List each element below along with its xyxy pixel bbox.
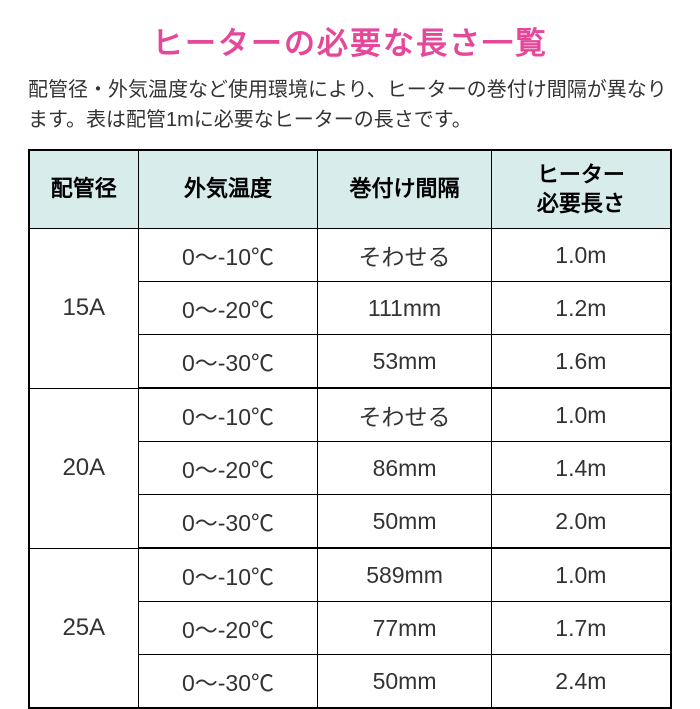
cell-temp: 0〜-30℃ (138, 495, 318, 549)
table-row: 20A 0〜-10℃ そわせる 1.0m (29, 388, 671, 442)
cell-length: 2.0m (491, 495, 671, 549)
cell-length: 1.7m (491, 602, 671, 655)
header-interval: 巻付け間隔 (318, 150, 491, 229)
heater-length-table: 配管径 外気温度 巻付け間隔 ヒーター必要長さ 15A 0〜-10℃ そわせる … (28, 149, 672, 709)
table-row: 15A 0〜-10℃ そわせる 1.0m (29, 229, 671, 282)
cell-interval: 50mm (318, 495, 491, 549)
cell-interval: 77mm (318, 602, 491, 655)
cell-temp: 0〜-20℃ (138, 442, 318, 495)
header-temperature: 外気温度 (138, 150, 318, 229)
header-length: ヒーター必要長さ (491, 150, 671, 229)
table-row: 25A 0〜-10℃ 589mm 1.0m (29, 548, 671, 602)
cell-length: 2.4m (491, 655, 671, 709)
cell-interval: 50mm (318, 655, 491, 709)
cell-length: 1.4m (491, 442, 671, 495)
cell-length: 1.6m (491, 335, 671, 389)
description-text: 配管径・外気温度など使用環境により、ヒーターの巻付け間隔が異なります。表は配管1… (28, 75, 672, 135)
cell-temp: 0〜-10℃ (138, 229, 318, 282)
cell-temp: 0〜-30℃ (138, 335, 318, 389)
table-body: 15A 0〜-10℃ そわせる 1.0m 0〜-20℃ 111mm 1.2m 0… (29, 229, 671, 709)
cell-temp: 0〜-10℃ (138, 548, 318, 602)
cell-interval: 86mm (318, 442, 491, 495)
cell-interval: 589mm (318, 548, 491, 602)
cell-temp: 0〜-10℃ (138, 388, 318, 442)
cell-temp: 0〜-30℃ (138, 655, 318, 709)
cell-length: 1.0m (491, 388, 671, 442)
header-diameter: 配管径 (29, 150, 138, 229)
cell-diameter: 25A (29, 548, 138, 708)
cell-length: 1.0m (491, 548, 671, 602)
cell-interval: そわせる (318, 229, 491, 282)
cell-temp: 0〜-20℃ (138, 282, 318, 335)
cell-interval: そわせる (318, 388, 491, 442)
cell-interval: 53mm (318, 335, 491, 389)
cell-length: 1.0m (491, 229, 671, 282)
table-header-row: 配管径 外気温度 巻付け間隔 ヒーター必要長さ (29, 150, 671, 229)
cell-diameter: 15A (29, 229, 138, 389)
page-title: ヒーターの必要な長さ一覧 (28, 18, 672, 63)
cell-interval: 111mm (318, 282, 491, 335)
cell-diameter: 20A (29, 388, 138, 548)
cell-length: 1.2m (491, 282, 671, 335)
cell-temp: 0〜-20℃ (138, 602, 318, 655)
